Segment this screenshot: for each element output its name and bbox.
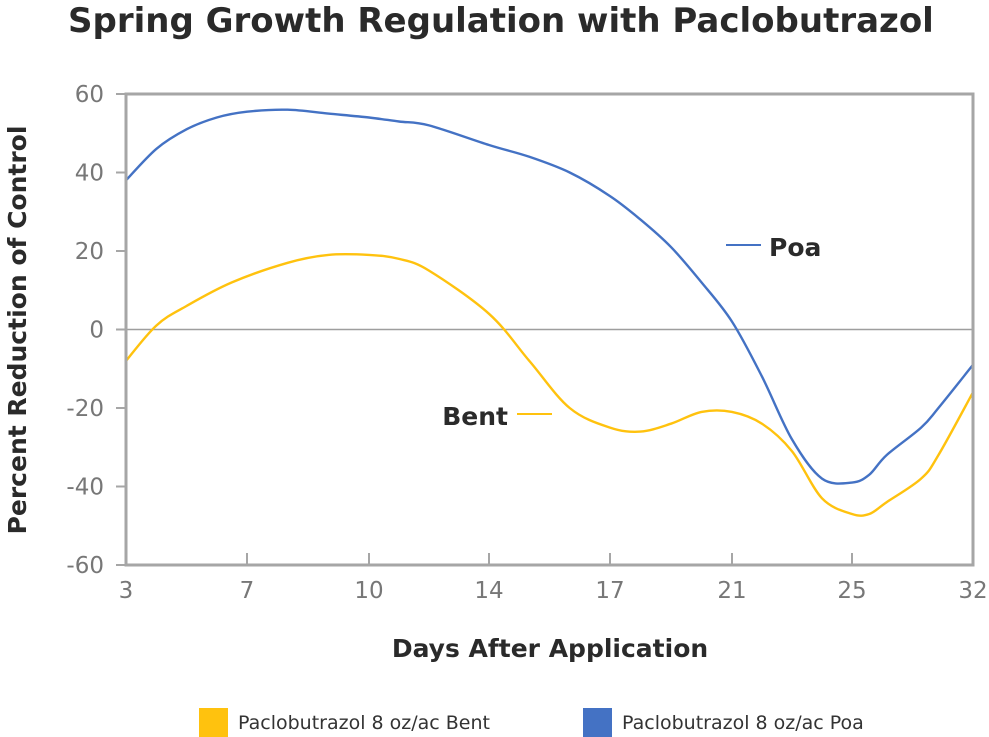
x-axis-label: Days After Application xyxy=(392,634,708,663)
y-axis-label: Percent Reduction of Control xyxy=(3,126,32,535)
poa-annotation-label: Poa xyxy=(769,233,821,262)
x-tick-label: 32 xyxy=(958,578,987,604)
x-tick-label: 17 xyxy=(595,578,624,604)
y-tick-label: -40 xyxy=(66,475,104,501)
y-tick-label: 40 xyxy=(75,161,104,187)
y-tick-label: -60 xyxy=(66,553,104,579)
legend-label-bent: Paclobutrazol 8 oz/ac Bent xyxy=(238,712,490,734)
x-tick-label: 14 xyxy=(474,578,503,604)
y-tick-label: -20 xyxy=(66,396,104,422)
chart-title: Spring Growth Regulation with Paclobutra… xyxy=(68,1,934,41)
series-line-poa xyxy=(125,108,974,485)
series-lines xyxy=(125,108,975,517)
y-tick-label: 0 xyxy=(89,318,104,344)
legend-swatch-poa xyxy=(583,708,612,737)
legend-label-poa: Paclobutrazol 8 oz/ac Poa xyxy=(622,712,864,734)
x-tick-label: 3 xyxy=(119,578,134,604)
y-tick-labels: 60 40 20 0 -20 -40 -60 xyxy=(66,82,126,579)
legend: Paclobutrazol 8 oz/ac Bent Paclobutrazol… xyxy=(199,708,864,737)
y-tick-label: 20 xyxy=(75,239,104,265)
bent-annotation-label: Bent xyxy=(442,402,508,431)
y-tick-label: 60 xyxy=(75,82,104,108)
series-line-bent xyxy=(125,252,975,517)
x-tick-label: 25 xyxy=(837,578,866,604)
legend-swatch-bent xyxy=(199,708,228,737)
x-tick-label: 7 xyxy=(240,578,255,604)
x-tick-label: 21 xyxy=(717,578,746,604)
x-tick-label: 10 xyxy=(354,578,383,604)
x-tick-labels: 3 7 10 14 17 21 25 32 xyxy=(119,553,988,604)
plot-frame xyxy=(124,92,975,567)
